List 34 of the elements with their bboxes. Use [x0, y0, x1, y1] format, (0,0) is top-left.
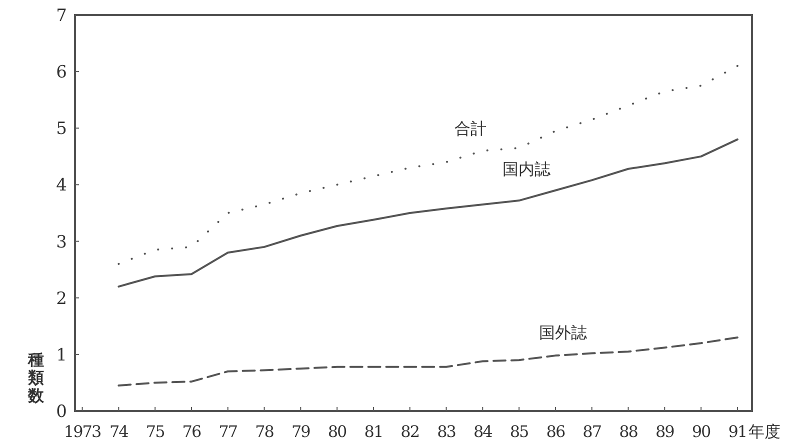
line-series [118, 64, 738, 265]
x-tick-label: 89 [655, 422, 675, 441]
line-series [118, 138, 738, 288]
y-tick-label: 0 [56, 402, 67, 422]
x-tick-label: 83 [437, 422, 456, 441]
x-tick-label: 81 [364, 422, 383, 441]
y-tick-label: 2 [56, 288, 67, 309]
x-tick-label: 1973 [64, 422, 101, 441]
x-tick-label: 79 [291, 422, 311, 441]
x-axis-title: 年度 [748, 422, 780, 441]
y-axis-title: 種類数 [27, 350, 45, 405]
y-tick-label: 5 [56, 119, 67, 140]
series-label: 国外誌 [539, 323, 588, 342]
x-tick-label: 90 [692, 422, 712, 441]
x-tick-label: 82 [400, 422, 420, 441]
x-tick-label: 84 [473, 422, 493, 441]
x-tick-label: 88 [619, 422, 638, 441]
y-tick-label: 7 [56, 6, 67, 26]
x-tick-label: 74 [110, 422, 129, 441]
x-tick-label: 85 [510, 422, 528, 441]
y-tick-label: 6 [56, 62, 67, 83]
x-tick-label: 86 [546, 422, 566, 441]
y-tick-label: 4 [56, 176, 67, 196]
series-label: 合計 [454, 119, 486, 138]
x-tick-label: 77 [218, 422, 238, 441]
series-label: 国内誌 [502, 160, 551, 179]
y-tick-label: 3 [56, 232, 67, 252]
x-tick-label: 80 [328, 422, 348, 441]
y-tick-label: 1 [56, 345, 67, 366]
x-tick-label: 75 [146, 422, 164, 441]
x-tick-label: 76 [182, 422, 202, 441]
x-tick-label: 78 [255, 422, 274, 441]
x-tick-label: 87 [582, 422, 602, 441]
x-tick-label: 91 [728, 422, 747, 441]
